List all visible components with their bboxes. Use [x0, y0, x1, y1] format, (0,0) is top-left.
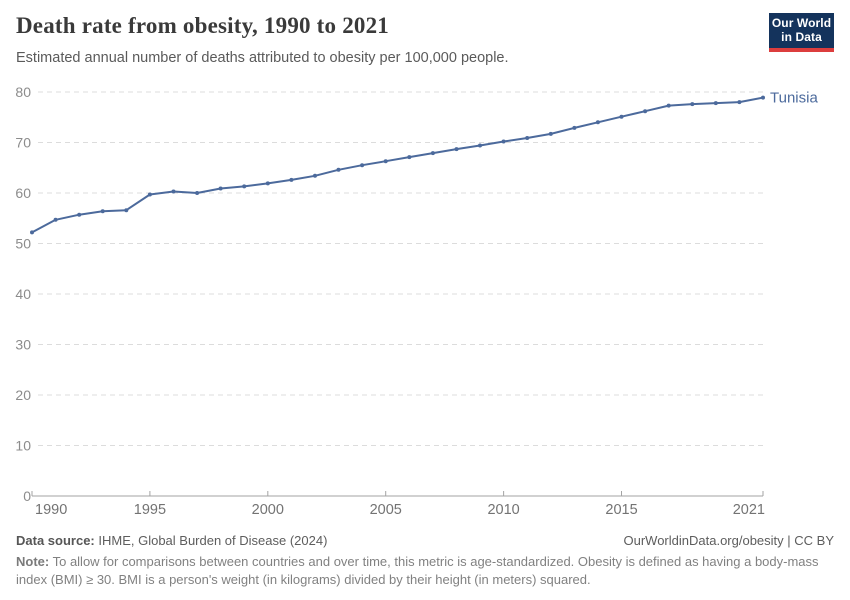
- data-source: Data source: IHME, Global Burden of Dise…: [16, 533, 327, 548]
- data-point[interactable]: [147, 192, 152, 197]
- owid-logo-line2: in Data: [781, 29, 822, 44]
- data-point[interactable]: [360, 163, 365, 168]
- data-point[interactable]: [643, 109, 648, 114]
- data-point[interactable]: [572, 125, 577, 130]
- data-point[interactable]: [690, 102, 695, 107]
- x-axis-tick-label: 2000: [252, 502, 284, 518]
- y-axis-tick-label: 60: [15, 185, 31, 201]
- entity-label[interactable]: Tunisia: [770, 90, 818, 107]
- y-axis-tick-label: 30: [15, 337, 31, 353]
- owid-logo[interactable]: Our World in Data: [769, 13, 834, 52]
- y-axis-tick-label: 80: [15, 84, 31, 100]
- x-axis-tick-label: 2015: [605, 502, 637, 518]
- y-axis-tick-label: 10: [15, 438, 31, 454]
- chart-footer: Data source: IHME, Global Burden of Dise…: [16, 533, 834, 588]
- chart-subtitle: Estimated annual number of deaths attrib…: [16, 50, 509, 66]
- data-point[interactable]: [53, 217, 58, 222]
- data-source-text: IHME, Global Burden of Disease (2024): [94, 533, 328, 548]
- data-point[interactable]: [195, 191, 200, 195]
- data-point[interactable]: [100, 209, 105, 214]
- data-point[interactable]: [77, 212, 82, 217]
- data-point[interactable]: [454, 147, 459, 152]
- data-point[interactable]: [737, 100, 742, 105]
- data-source-label: Data source:: [16, 533, 95, 548]
- data-point[interactable]: [124, 208, 129, 213]
- data-point[interactable]: [242, 184, 247, 189]
- data-point[interactable]: [548, 131, 553, 136]
- x-axis-tick-label: 2021: [733, 502, 765, 518]
- y-axis-tick-label: 50: [15, 236, 31, 252]
- data-point[interactable]: [265, 181, 270, 186]
- y-axis-tick-label: 0: [23, 488, 31, 504]
- data-point[interactable]: [289, 177, 294, 182]
- x-axis-tick-label: 1995: [134, 502, 166, 518]
- chart-title: Death rate from obesity, 1990 to 2021: [16, 13, 389, 38]
- chart-note-text: To allow for comparisons between countri…: [16, 554, 819, 587]
- data-point[interactable]: [383, 159, 388, 164]
- chart-note-label: Note:: [16, 554, 50, 569]
- data-point[interactable]: [336, 167, 341, 172]
- data-point[interactable]: [407, 155, 412, 160]
- obesity-line-chart: 0 10 20 30 40 50 60 70 80 1990 1995 2000 2005 2010 201…: [15, 84, 818, 518]
- data-point[interactable]: [218, 186, 223, 191]
- data-point[interactable]: [761, 95, 765, 100]
- y-axis-tick-label: 70: [15, 135, 31, 151]
- data-point[interactable]: [666, 103, 671, 108]
- chart-note: Note: To allow for comparisons between c…: [16, 553, 822, 588]
- data-point[interactable]: [595, 120, 600, 125]
- data-point[interactable]: [478, 143, 482, 148]
- attribution-link[interactable]: OurWorldinData.org/obesity | CC BY: [623, 533, 835, 548]
- data-point[interactable]: [501, 139, 506, 144]
- data-point[interactable]: [525, 136, 530, 140]
- x-axis-tick-label: 2005: [370, 502, 402, 518]
- x-axis-tick-label: 2010: [487, 502, 519, 518]
- data-point[interactable]: [713, 101, 718, 106]
- y-axis-tick-label: 40: [15, 286, 31, 302]
- data-point[interactable]: [430, 151, 435, 156]
- data-point[interactable]: [619, 114, 624, 119]
- data-point[interactable]: [30, 230, 34, 235]
- y-axis-tick-label: 20: [15, 387, 31, 403]
- data-point[interactable]: [171, 189, 176, 194]
- x-axis-tick-label: 1990: [35, 502, 67, 518]
- data-point[interactable]: [313, 173, 317, 178]
- owid-logo-line1: Our World: [771, 16, 832, 30]
- series-line[interactable]: [31, 96, 764, 234]
